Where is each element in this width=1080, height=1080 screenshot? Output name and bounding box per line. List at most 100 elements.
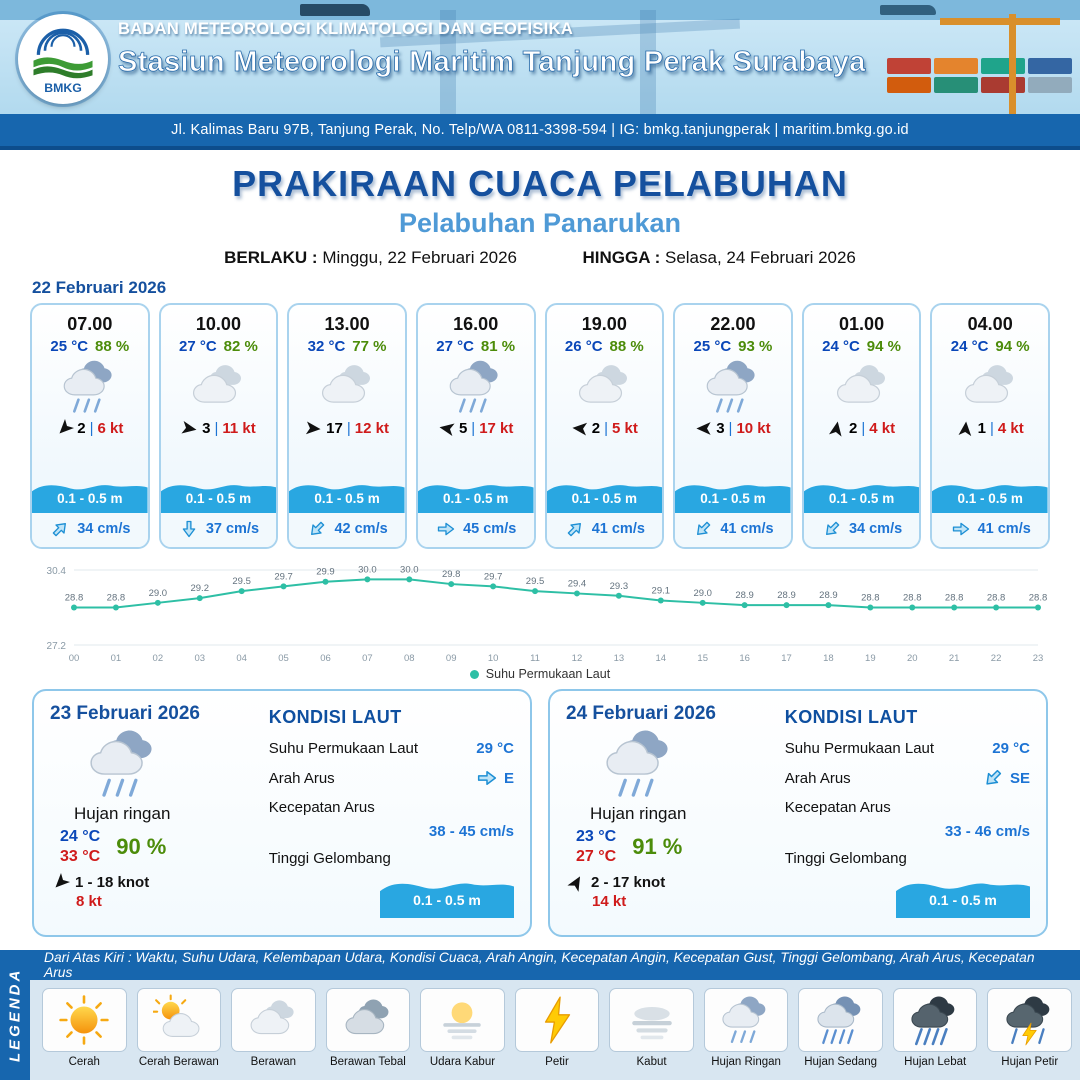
gust-speed: 10 kt <box>736 420 771 437</box>
forecast-time: 10.00 <box>195 314 241 334</box>
svg-text:15: 15 <box>697 653 708 664</box>
wave-height: 0.1 - 0.5 m <box>314 491 380 506</box>
forecast-time: 22.00 <box>710 314 756 334</box>
current-row: 42 cm/s <box>289 513 405 547</box>
legend-item: Hujan Petir <box>987 988 1073 1068</box>
wind-direction-icon <box>695 420 712 437</box>
temp-max: 27 °C <box>576 848 617 865</box>
wind-direction-icon <box>53 416 77 440</box>
wave-height-badge: 0.1 - 0.5 m <box>547 479 663 513</box>
humidity: 91 % <box>632 834 683 859</box>
wind-row: 1 | 4 kt <box>957 420 1024 437</box>
divider: | <box>604 420 608 437</box>
legend-item: Berawan <box>231 988 316 1068</box>
current-direction-label: Arah Arus <box>268 769 335 787</box>
weather-icon <box>909 994 961 1046</box>
weather-icon <box>592 727 688 801</box>
air-temperature: 27 °C <box>436 338 474 355</box>
current-direction-label: Arah Arus <box>784 769 851 787</box>
org-name: BADAN METEOROLOGI KLIMATOLOGI DAN GEOFIS… <box>118 20 574 38</box>
svg-text:28.8: 28.8 <box>987 593 1006 604</box>
wave-height: 0.1 - 0.5 m <box>57 491 123 506</box>
berlaku-value: Minggu, 22 Februari 2026 <box>322 248 518 267</box>
gust-speed: 17 kt <box>479 420 514 437</box>
svg-text:12: 12 <box>572 653 583 664</box>
sea-conditions-heading: KONDISI LAUT <box>784 707 918 727</box>
sea-conditions-heading: KONDISI LAUT <box>268 707 402 727</box>
svg-text:29.1: 29.1 <box>652 585 671 596</box>
legend-item-label: Hujan Sedang <box>804 1056 878 1068</box>
legend-item: Hujan Lebat <box>892 988 978 1068</box>
sst-chart-section: 30.4 27.2 28.8 00 28.8 01 29.0 02 29.2 03 29.5 04 29… <box>0 549 1080 681</box>
sst-line-chart: 30.4 27.2 28.8 00 28.8 01 29.0 02 29.2 03 29.5 04 29… <box>47 564 1048 664</box>
humidity: 88 % <box>95 338 130 355</box>
humidity: 77 % <box>352 338 387 355</box>
wind-speed: 1 <box>977 420 986 437</box>
svg-text:13: 13 <box>614 653 625 664</box>
weather-condition: Hujan ringan <box>74 804 171 823</box>
wind-speed: 2 - 17 knot <box>591 874 666 891</box>
legend-label: Suhu Permukaan Laut <box>485 667 611 681</box>
wind-direction-icon <box>570 419 588 437</box>
svg-text:29.0: 29.0 <box>149 588 168 599</box>
wind-direction-icon <box>304 419 322 437</box>
svg-text:03: 03 <box>194 653 205 664</box>
current-direction-value: SE <box>1009 769 1030 787</box>
wind-direction-icon <box>956 419 974 437</box>
svg-text:06: 06 <box>320 653 331 664</box>
wind-row: 1 - 18 knot <box>52 874 259 891</box>
current-speed-label: Kecepatan Arus <box>784 799 891 816</box>
temp-max: 33 °C <box>60 848 101 865</box>
wind-direction-icon <box>437 419 457 439</box>
divider: | <box>861 420 866 437</box>
svg-text:29.2: 29.2 <box>190 583 209 594</box>
svg-text:18: 18 <box>823 653 834 664</box>
wind-row: 2 - 17 knot <box>568 874 775 891</box>
wind-speed: 3 <box>202 420 211 437</box>
containers-illustration <box>887 58 1072 93</box>
legend-section: LEGENDA Dari Atas Kiri : Waktu, Suhu Uda… <box>0 950 1080 1080</box>
weather-icon <box>440 358 512 416</box>
port-name: Pelabuhan Panarukan <box>398 208 682 238</box>
legend-item-label: Hujan Ringan <box>711 1056 781 1068</box>
legend-item-label: Cerah <box>68 1056 100 1068</box>
svg-text:28.8: 28.8 <box>945 593 964 604</box>
forecast-card: 16.00 27 °C 81 % 5 | 17 kt 0.1 - 0.5 <box>415 303 536 549</box>
wind-speed: 2 <box>591 420 601 437</box>
divider: | <box>89 420 94 437</box>
forecast-time: 04.00 <box>967 314 1013 334</box>
wind-speed: 1 - 18 knot <box>75 874 150 891</box>
forecast-card: 13.00 32 °C 77 % 17 | 12 kt 0.1 - 0. <box>287 303 407 549</box>
gust-speed: 8 kt <box>76 893 102 910</box>
weather-condition: Hujan ringan <box>590 804 687 823</box>
ship-silhouette <box>880 5 936 15</box>
wave-height: 0.1 - 0.5 m <box>185 491 252 506</box>
air-temperature: 25 °C <box>693 338 732 355</box>
current-direction-icon <box>180 518 198 540</box>
current-direction-icon <box>689 515 717 543</box>
weather-icon <box>76 727 172 801</box>
weather-icon <box>626 994 678 1046</box>
legend-item: Berawan Tebal <box>325 988 411 1068</box>
gust-speed: 14 kt <box>592 893 627 910</box>
daily-date: 24 Februari 2026 <box>566 703 716 724</box>
ship-silhouette <box>300 4 370 16</box>
divider: | <box>989 420 994 437</box>
legend-item-label: Cerah Berawan <box>138 1056 219 1068</box>
hourly-cards: 07.00 25 °C 88 % 2 | 6 kt 0.1 - 0.5 <box>30 303 1050 549</box>
sst-label: Suhu Permukaan Laut <box>784 740 935 757</box>
wind-direction-icon <box>827 419 847 439</box>
humidity: 82 % <box>223 338 258 355</box>
hingga-value: Selasa, 24 Februari 2026 <box>664 248 856 267</box>
current-speed: 41 cm/s <box>977 521 1031 537</box>
svg-text:19: 19 <box>865 653 876 664</box>
wave-height: 0.1 - 0.5 m <box>828 491 895 506</box>
forecast-time: 19.00 <box>581 314 627 334</box>
legend-caption: Dari Atas Kiri : Waktu, Suhu Udara, Kele… <box>30 950 1080 980</box>
current-direction-icon <box>818 515 846 543</box>
weather-icon <box>436 994 488 1046</box>
weather-icon <box>247 994 299 1046</box>
svg-text:01: 01 <box>111 653 122 664</box>
legend-item: Udara Kabur <box>420 988 505 1068</box>
wave-height-badge: 0.1 - 0.5 m <box>418 479 534 513</box>
